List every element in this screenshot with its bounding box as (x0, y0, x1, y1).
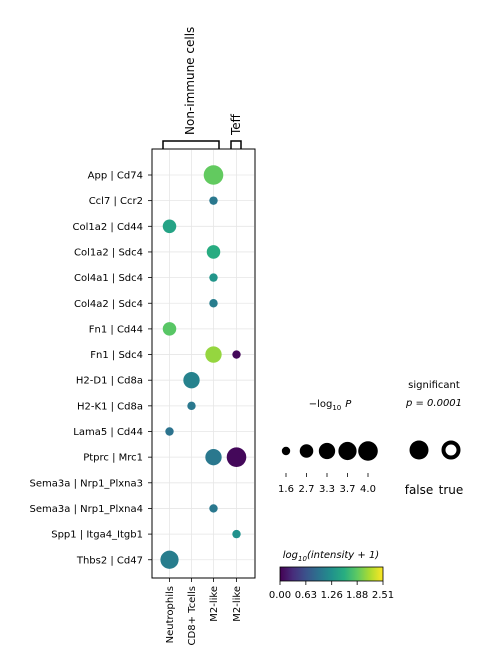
row-label: Fn1 | Sdc4 (90, 350, 143, 361)
colorbar-title: log10(intensity + 1) (283, 550, 379, 563)
size-legend-label: 3.7 (340, 484, 356, 495)
dot (232, 529, 241, 539)
row-label: Thbs2 | Cd47 (76, 555, 143, 566)
colorbar-tick-label: 0.63 (295, 590, 317, 601)
column-label: M2-like (209, 586, 220, 622)
dot (165, 427, 174, 436)
size-legend-label: 1.6 (278, 484, 294, 495)
group-bracket-non-immune: Non-immune cells (162, 27, 220, 149)
row-label: H2-K1 | Cd8a (77, 401, 143, 412)
row-label: Col4a2 | Sdc4 (74, 299, 143, 310)
dot (187, 401, 196, 411)
dot (203, 165, 224, 185)
size-legend-dot (318, 442, 336, 460)
significance-false-marker (409, 440, 429, 460)
colorbar-gradient (279, 566, 384, 582)
size-legend-label: 3.3 (319, 484, 335, 495)
significance-title-line2: p = 0.0001 (405, 398, 462, 409)
dot (209, 196, 218, 205)
row-label: Lama5 | Cd44 (73, 427, 143, 438)
row-label: Sema3a | Nrp1_Plxna3 (30, 478, 143, 489)
dot (205, 448, 222, 466)
row-label: Spp1 | Itga4_Itgb1 (51, 530, 143, 541)
size-legend-dot (358, 441, 378, 461)
colorbar-tick-label: 1.26 (321, 590, 343, 601)
dot (209, 504, 218, 513)
size-legend: −log10 P 1.6 2.7 3.3 3.7 4.0 (278, 399, 378, 495)
group-label-non-immune: Non-immune cells (183, 27, 197, 135)
significance-legend: significant p = 0.0001 false true (405, 380, 464, 497)
x-axis: Neutrophils CD8+ Tcells M2-like M2-like (165, 578, 243, 645)
row-label: Ccl7 | Ccr2 (89, 196, 143, 207)
size-legend-label: 4.0 (360, 484, 376, 495)
dot (209, 273, 218, 282)
colorbar-tick-label: 2.51 (372, 590, 394, 601)
dot (205, 346, 222, 363)
row-label: Col1a2 | Cd44 (72, 222, 143, 233)
row-label: Sema3a | Nrp1_Plxna4 (30, 504, 143, 515)
dot (232, 350, 241, 359)
size-legend-dot (338, 441, 357, 461)
dot (206, 245, 221, 259)
group-label-teff: Teff (229, 113, 243, 136)
dots (160, 165, 247, 569)
dot (209, 299, 218, 308)
significance-false-label: false (405, 483, 434, 497)
size-legend-title: −log10 P (309, 399, 353, 412)
colorbar: log10(intensity + 1) 0.00 0.63 1.26 1.88 2.5… (269, 550, 394, 601)
size-legend-dot (299, 444, 314, 458)
row-label: App | Cd74 (88, 171, 143, 182)
group-bracket-teff: Teff (229, 113, 243, 149)
row-label: H2-D1 | Cd8a (76, 376, 143, 387)
dot (226, 447, 247, 467)
column-label: Neutrophils (165, 586, 176, 643)
significance-true-label: true (439, 483, 464, 497)
column-label: CD8+ Tcells (187, 586, 198, 645)
row-label: Col1a2 | Sdc4 (74, 247, 143, 258)
dot (160, 550, 179, 569)
dot (162, 219, 177, 234)
column-label: M2-like (232, 586, 243, 622)
row-label: Fn1 | Cd44 (89, 324, 143, 335)
grid (153, 150, 254, 577)
significance-title-line1: significant (408, 380, 460, 391)
dot (162, 322, 177, 336)
plot-frame (151, 148, 256, 579)
row-label: Col4a1 | Sdc4 (74, 273, 143, 284)
size-legend-dot (281, 446, 291, 456)
size-legend-label: 2.7 (299, 484, 315, 495)
row-label: Ptprc | Mrc1 (83, 453, 143, 464)
colorbar-tick-label: 1.88 (346, 590, 368, 601)
y-axis: App | Cd74 Ccl7 | Ccr2 Col1a2 | Cd44 Col1a2… (30, 171, 152, 566)
dot (183, 372, 200, 389)
significance-true-marker (441, 440, 461, 460)
colorbar-tick-label: 0.00 (269, 590, 291, 601)
